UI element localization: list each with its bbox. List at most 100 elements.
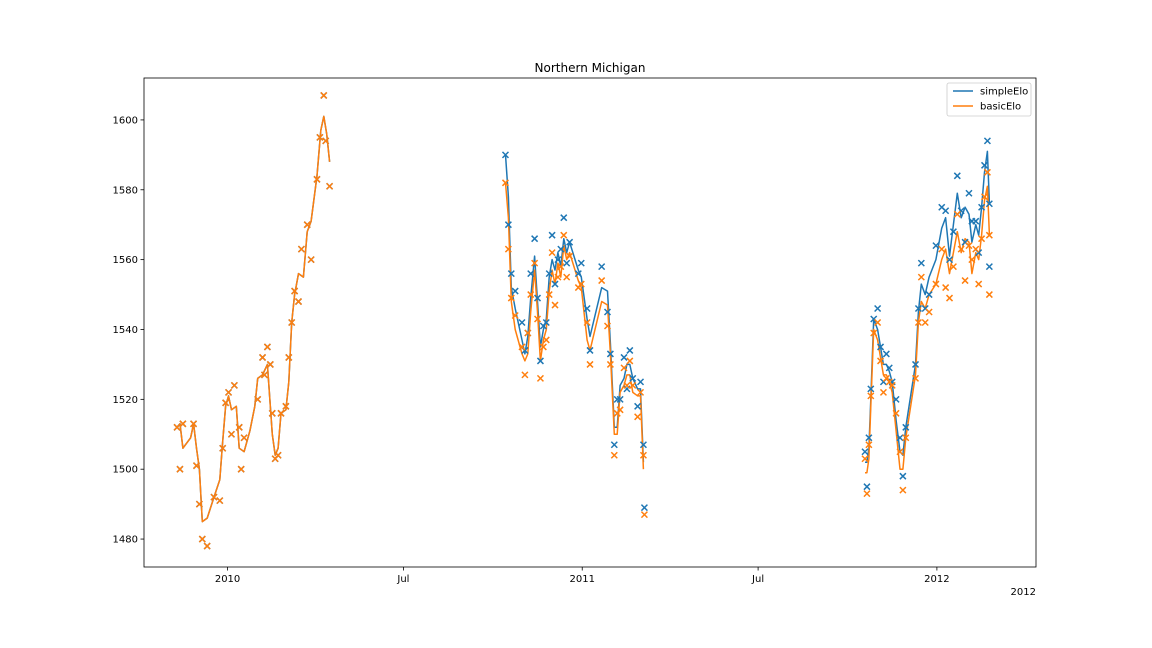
marker-simpleElo-61 (566, 238, 574, 246)
marker-simpleElo-85 (874, 304, 882, 313)
marker-simpleElo-59 (560, 214, 568, 222)
marker-basicElo-45 (518, 343, 526, 351)
marker-basicElo-1 (173, 423, 181, 431)
marker-basicElo-12 (222, 399, 230, 407)
y-tick-label-1580: 1580 (113, 185, 138, 196)
marker-simpleElo-92 (896, 434, 904, 442)
marker-simpleElo-114 (983, 137, 991, 145)
marker-basicElo-50 (533, 315, 542, 323)
marker-simpleElo-103 (945, 256, 954, 264)
marker-basicElo-74 (626, 357, 634, 365)
marker-basicElo-98 (921, 318, 929, 327)
marker-basicElo-108 (965, 242, 973, 250)
x-tick-label-5: 2012 (924, 574, 949, 585)
marker-basicElo-83 (867, 392, 875, 400)
marker-simpleElo-68 (606, 350, 614, 358)
marker-basicElo-26 (274, 451, 282, 459)
chart-title: Northern Michigan (535, 61, 646, 75)
marker-basicElo-3 (179, 420, 187, 428)
marker-basicElo-112 (978, 235, 986, 243)
marker-basicElo-66 (598, 277, 606, 285)
marker-simpleElo-53 (542, 318, 550, 327)
marker-basicElo-85 (874, 318, 882, 327)
marker-simpleElo-94 (902, 423, 910, 431)
plot-area (144, 78, 1036, 567)
marker-basicElo-55 (548, 249, 556, 257)
marker-simpleElo-89 (885, 364, 893, 372)
marker-basicElo-5 (192, 462, 201, 470)
axes-layer: 1480 1500 1520 1540 1560 1580 1600 2010 Jul 2011 J… (113, 115, 950, 585)
marker-basicElo-22 (263, 343, 271, 351)
series-line-simpleElo-segment-3 (865, 150, 991, 463)
marker-simpleElo-88 (882, 350, 890, 358)
marker-basicElo-19 (254, 395, 262, 403)
marker-basicElo-82 (865, 441, 873, 449)
marker-simpleElo-110 (972, 217, 980, 225)
x-tick-label-4: Jul (751, 574, 764, 585)
marker-basicElo-99 (925, 308, 933, 316)
marker-basicElo-78 (639, 451, 647, 459)
marker-basicElo-61 (566, 252, 574, 260)
marker-basicElo-34 (303, 221, 311, 229)
y-tick-label-1500: 1500 (113, 465, 138, 476)
marker-basicElo-97 (917, 273, 925, 281)
marker-basicElo-11 (219, 444, 227, 452)
marker-basicElo-52 (539, 343, 547, 351)
marker-simpleElo-60 (563, 259, 571, 267)
marker-simpleElo-116 (985, 200, 993, 208)
marker-simpleElo-93 (899, 472, 907, 480)
marker-simpleElo-81 (863, 483, 871, 491)
marker-simpleElo-57 (554, 256, 562, 264)
marker-simpleElo-83 (867, 385, 875, 393)
marker-basicElo-102 (942, 284, 950, 292)
marker-basicElo-73 (623, 381, 631, 389)
marker-basicElo-103 (945, 294, 954, 302)
marker-basicElo-27 (277, 409, 285, 417)
marker-simpleElo-56 (551, 280, 559, 288)
marker-basicElo-29 (285, 353, 293, 361)
marker-basicElo-77 (636, 388, 645, 396)
marker-basicElo-81 (863, 490, 871, 498)
x-offset-label: 2012 (1011, 587, 1036, 598)
marker-basicElo-14 (227, 430, 235, 438)
marker-basicElo-113 (980, 193, 989, 201)
marker-basicElo-101 (938, 245, 946, 253)
marker-simpleElo-80 (861, 448, 869, 456)
marker-basicElo-48 (527, 291, 535, 299)
marker-simpleElo-49 (531, 235, 539, 243)
marker-basicElo-59 (560, 231, 568, 239)
marker-basicElo-84 (870, 329, 878, 337)
marker-basicElo-107 (961, 277, 969, 285)
marker-basicElo-13 (225, 388, 233, 396)
marker-basicElo-72 (620, 364, 628, 372)
marker-basicElo-91 (892, 409, 900, 417)
marker-basicElo-23 (266, 360, 274, 368)
marker-basicElo-35 (307, 256, 315, 264)
marker-basicElo-79 (640, 511, 648, 519)
marker-basicElo-115 (985, 291, 993, 299)
marker-basicElo-39 (322, 137, 330, 145)
marker-basicElo-56 (551, 301, 559, 309)
marker-basicElo-86 (877, 357, 885, 365)
marker-basicElo-42 (504, 245, 512, 253)
marker-basicElo-60 (563, 273, 571, 281)
marker-basicElo-32 (294, 298, 303, 306)
marker-simpleElo-72 (620, 353, 628, 361)
marker-simpleElo-102 (942, 207, 950, 215)
series-line-basicElo-segment-1 (176, 115, 331, 523)
marker-basicElo-4 (190, 420, 198, 428)
y-tick-label-1560: 1560 (113, 255, 138, 266)
marker-simpleElo-69 (610, 441, 618, 449)
marker-simpleElo-55 (548, 231, 556, 239)
marker-simpleElo-42 (504, 221, 512, 229)
marker-basicElo-111 (975, 280, 983, 288)
marker-simpleElo-71 (616, 395, 624, 403)
marker-basicElo-18 (240, 434, 248, 442)
marker-simpleElo-86 (877, 343, 885, 351)
marker-simpleElo-91 (892, 395, 900, 403)
marker-simpleElo-43 (507, 270, 515, 278)
marker-simpleElo-75 (629, 374, 637, 382)
marker-basicElo-105 (953, 210, 961, 218)
y-tick-label-1480: 1480 (113, 535, 138, 546)
